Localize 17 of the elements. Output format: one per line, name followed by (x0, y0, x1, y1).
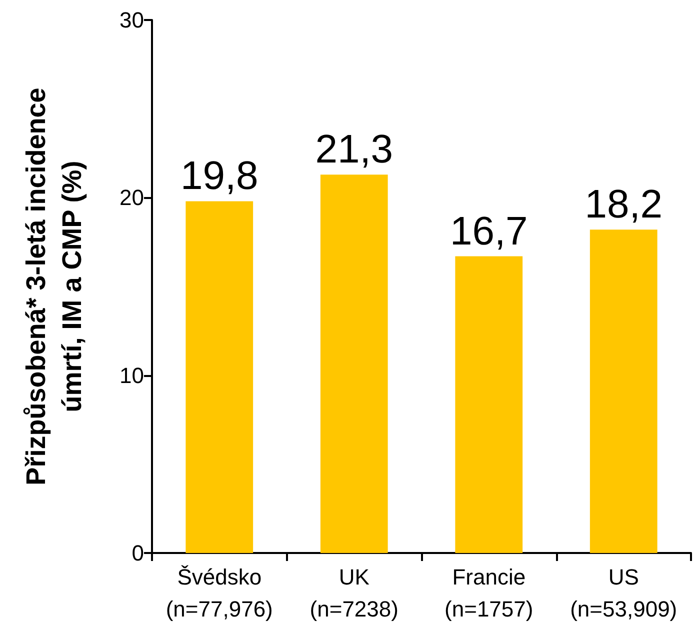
x-tick-label: Švédsko (n=77,976) (166, 564, 273, 622)
bar (590, 230, 658, 553)
data-label: 18,2 (584, 182, 663, 227)
bar (455, 256, 523, 553)
data-label: 16,7 (450, 209, 528, 254)
bar (320, 174, 388, 553)
bar (186, 201, 254, 553)
x-tick-label: UK (n=7238) (310, 564, 398, 622)
x-tick-label: Francie (n=1757) (444, 564, 534, 622)
x-tick-label: US (n=53,909) (570, 564, 678, 622)
y-axis-title: Přizpůsobená* 3-letá incidence úmrtí, IM a CMP (%) (21, 88, 87, 486)
y-tick-label: 30 (120, 8, 144, 32)
data-label: 19,8 (180, 154, 258, 198)
y-tick-label: 10 (120, 362, 144, 388)
y-tick-label: 20 (120, 185, 144, 210)
y-tick-label: 0 (132, 540, 144, 566)
data-label: 21,3 (315, 128, 394, 172)
